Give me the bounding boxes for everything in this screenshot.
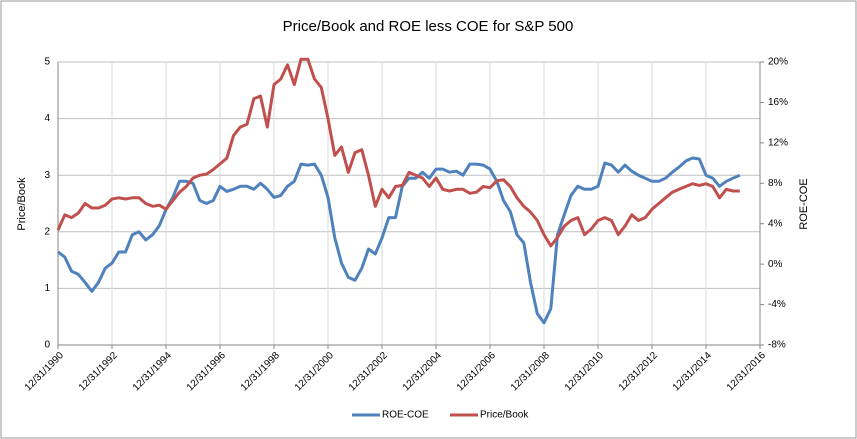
y2-tick-label: 12% — [768, 137, 788, 148]
y2-tick-label: 20% — [768, 57, 788, 68]
y2-axis-title: ROE-COE — [798, 178, 810, 229]
y-tick-label: 1 — [44, 283, 50, 294]
y2-tick-label: -4% — [768, 299, 786, 310]
y-tick-label: 3 — [44, 170, 50, 181]
y2-tick-label: 4% — [768, 218, 783, 229]
data-line — [56, 57, 740, 248]
y-tick-label: 5 — [44, 57, 50, 68]
y2-tick-label: -8% — [768, 340, 786, 351]
y2-tick-label: 16% — [768, 97, 788, 108]
y-tick-label: 0 — [44, 340, 50, 351]
y-tick-label: 2 — [44, 226, 50, 237]
y2-tick-label: 8% — [768, 178, 783, 189]
data-line — [57, 156, 741, 325]
y2-tick-label: 0% — [768, 259, 783, 270]
legend-label: ROE-COE — [382, 410, 429, 421]
legend-label: Price/Book — [480, 410, 529, 421]
chart-title: Price/Book and ROE less COE for S&P 500 — [283, 18, 574, 35]
y-tick-label: 4 — [44, 113, 50, 124]
y-axis-title: Price/Book — [16, 177, 28, 231]
